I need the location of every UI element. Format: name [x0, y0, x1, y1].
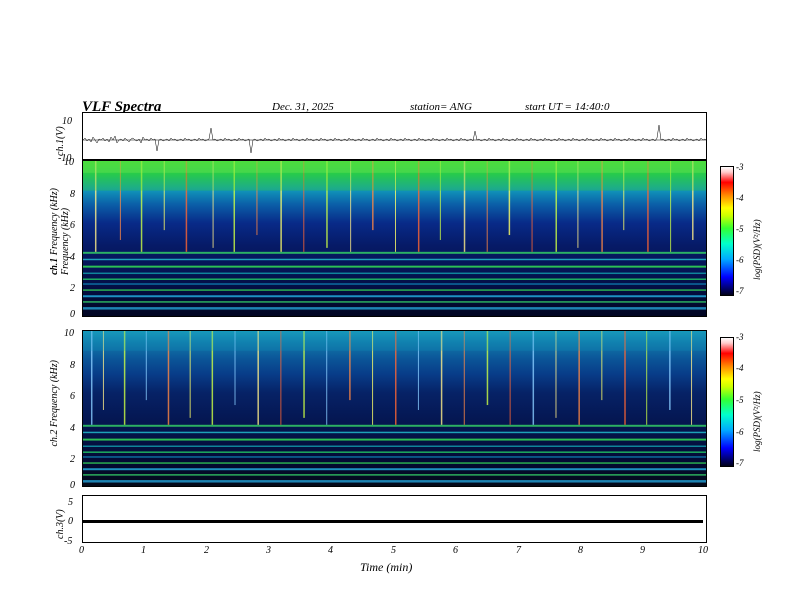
time-axis-label: Time (min)	[360, 560, 412, 575]
ch1-freq-tick-0: 0	[70, 309, 75, 320]
ch2-cbar-tick-neg6: -6	[736, 427, 744, 437]
time-tick-10: 10	[698, 545, 708, 556]
time-tick-2: 2	[204, 545, 209, 556]
ch2-cbar-tick-neg7: -7	[736, 458, 744, 468]
ch1-voltage-waveform[interactable]	[83, 113, 706, 159]
ch1-freq-tick-2: 2	[70, 283, 75, 294]
ch1-cbar-tick-neg6: -6	[736, 255, 744, 265]
ch1-spectrogram-label-v: ch.1 Frequency (kHz)	[49, 188, 60, 275]
vlf-spectra-chart: VLF Spectra Dec. 31, 2025 station= ANG s…	[0, 0, 792, 612]
time-tick-5: 5	[391, 545, 396, 556]
time-tick-7: 7	[516, 545, 521, 556]
ch2-cbar-tick-neg5: -5	[736, 395, 744, 405]
ch3v-tick-0: 0	[68, 516, 73, 527]
ch2-freq-tick-8: 8	[70, 360, 75, 371]
time-tick-3: 3	[266, 545, 271, 556]
ch2-cbar-tick-neg4: -4	[736, 363, 744, 373]
ch1-spectrogram-frame[interactable]	[82, 160, 707, 317]
ch2-colorbar[interactable]	[720, 337, 734, 467]
ch3-flatline-trace[interactable]	[83, 520, 703, 523]
ch1-spectrogram-image[interactable]	[83, 161, 706, 316]
ch1-freq-tick-8: 8	[70, 189, 75, 200]
ch2-colorbar-label: log(PSD)(V²/Hz)	[752, 391, 762, 452]
ch1-voltage-label: ch.1(V)	[55, 126, 66, 156]
time-tick-8: 8	[578, 545, 583, 556]
time-tick-9: 9	[640, 545, 645, 556]
ch2-spectrogram-frame[interactable]	[82, 330, 707, 487]
ch1-cbar-tick-neg7: -7	[736, 286, 744, 296]
time-tick-0: 0	[79, 545, 84, 556]
ch2-spectrogram-label-v: ch.2 Frequency (kHz)	[49, 360, 60, 447]
ch1-colorbar[interactable]	[720, 166, 734, 296]
ch2-freq-tick-0: 0	[70, 480, 75, 491]
ch1-cbar-tick-neg5: -5	[736, 224, 744, 234]
ch2-cbar-tick-neg3: -3	[736, 332, 744, 342]
ch1-cbar-tick-neg4: -4	[736, 193, 744, 203]
ch1-colorbar-label: log(PSD)(V²/Hz)	[752, 219, 762, 280]
time-tick-1: 1	[141, 545, 146, 556]
time-tick-4: 4	[328, 545, 333, 556]
ch2-freq-tick-10: 10	[64, 328, 74, 339]
ch3-voltage-frame[interactable]	[82, 495, 707, 543]
ch2-freq-tick-4: 4	[70, 423, 75, 434]
ch3-voltage-label: ch.3(V)	[55, 509, 66, 539]
ch2-spectrogram-image[interactable]	[83, 331, 706, 486]
ch2-freq-tick-6: 6	[70, 391, 75, 402]
ch1-cbar-tick-neg3: -3	[736, 162, 744, 172]
ch3v-tick-5: 5	[68, 497, 73, 508]
ch1-freq-tick-10: 10	[64, 157, 74, 168]
ch2-freq-tick-2: 2	[70, 454, 75, 465]
time-tick-6: 6	[453, 545, 458, 556]
